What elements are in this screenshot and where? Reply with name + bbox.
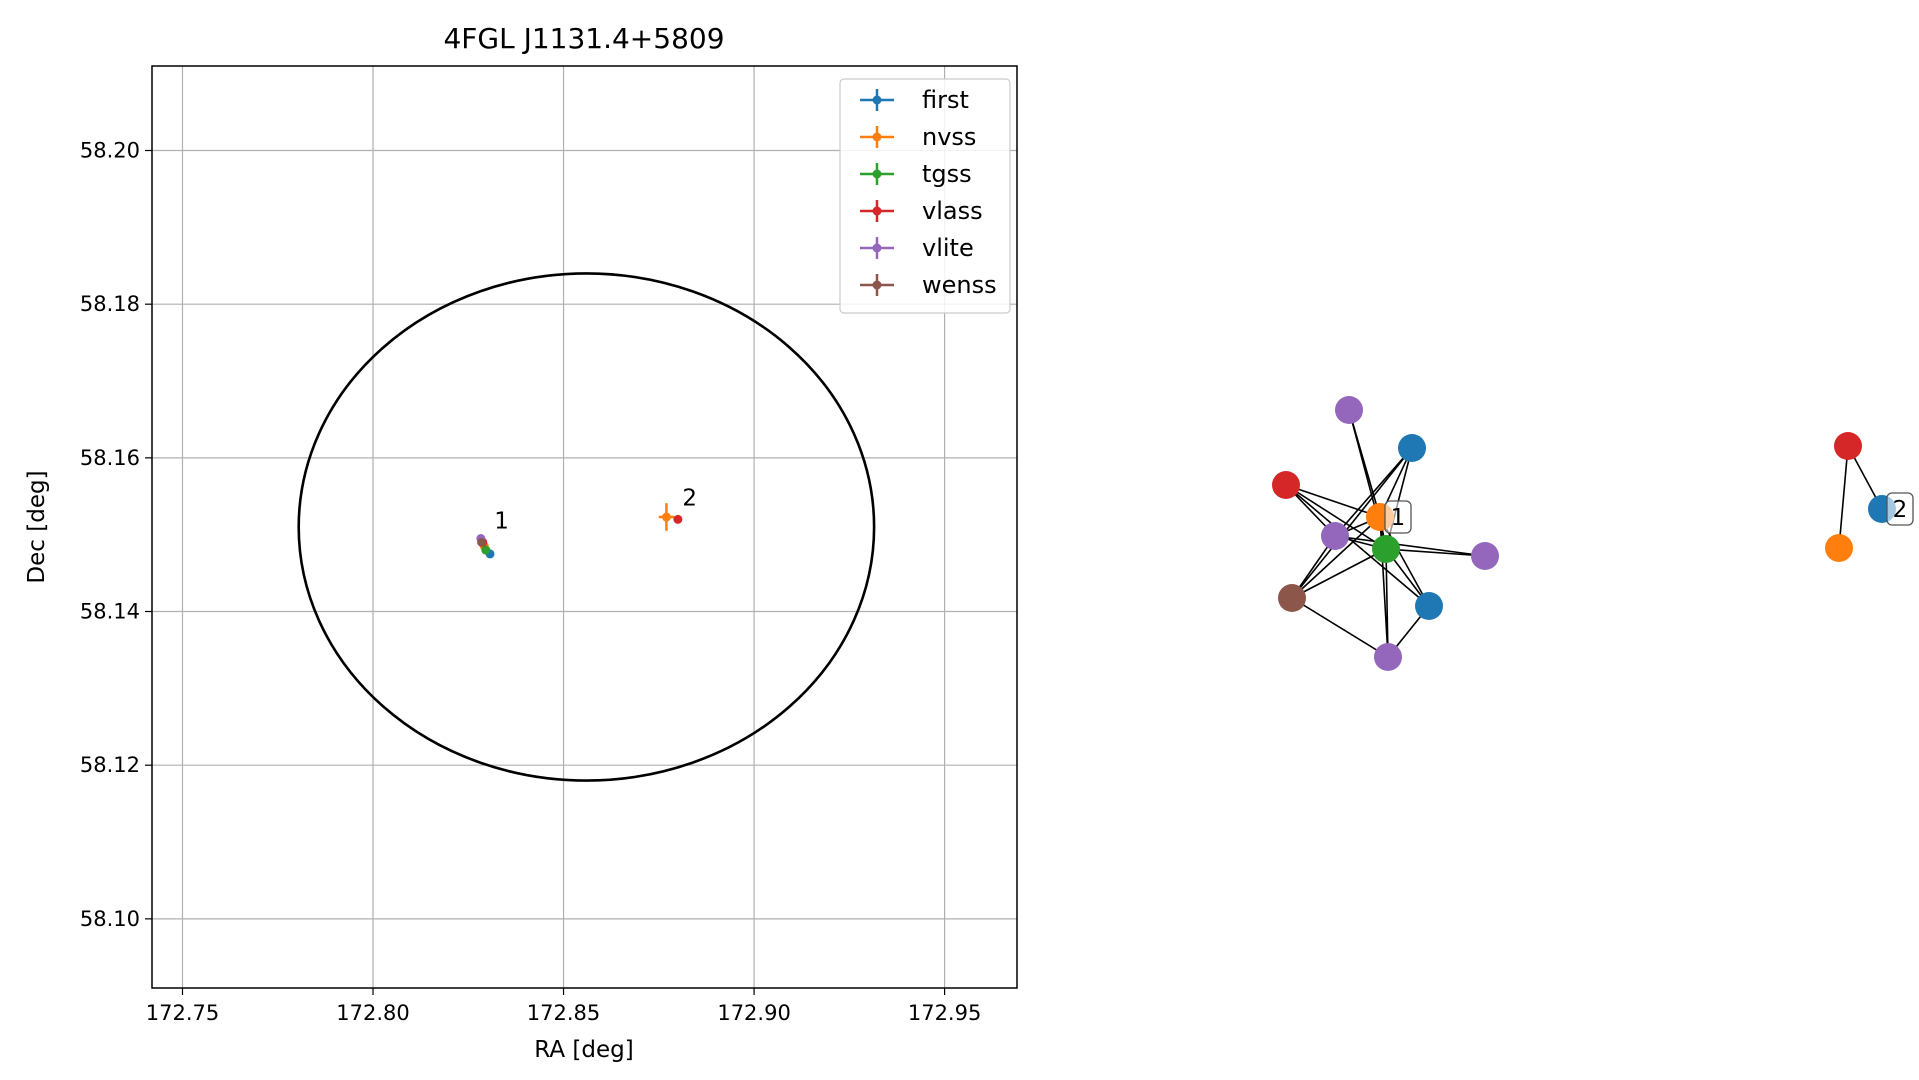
node-label-box xyxy=(1384,500,1412,534)
y-tick-label: 58.18 xyxy=(80,292,140,316)
x-axis-label: RA [deg] xyxy=(534,1037,633,1063)
legend-label: wenss xyxy=(922,271,997,299)
localization-ellipse xyxy=(297,272,876,782)
graph-edges xyxy=(1285,409,1883,658)
graph-edge xyxy=(1285,484,1430,607)
graph-edge xyxy=(1385,548,1389,658)
legend-entry-first: first xyxy=(860,86,969,114)
graph-edge xyxy=(1334,535,1486,557)
legend-label: vlass xyxy=(922,197,983,225)
legend: first nvss tgss vlass vlite wenss xyxy=(839,78,1011,314)
legend-entry-nvss: nvss xyxy=(860,123,976,151)
graph-node xyxy=(1398,434,1426,462)
graph-edge xyxy=(1385,548,1486,557)
graph-node xyxy=(1335,396,1363,424)
graph-edge xyxy=(1291,516,1381,599)
legend-label: vlite xyxy=(922,234,974,262)
legend-label: tgss xyxy=(922,160,972,188)
graph-node xyxy=(1834,432,1862,460)
cluster-annotation: 2 xyxy=(682,485,697,511)
legend-entry-tgss: tgss xyxy=(860,160,972,188)
x-tick-label: 172.90 xyxy=(717,1001,790,1025)
graph-edge xyxy=(1285,484,1387,550)
legend-label: nvss xyxy=(922,123,976,151)
point-vlass xyxy=(673,514,683,524)
graph-node xyxy=(1372,535,1400,563)
graph-edge xyxy=(1838,445,1849,549)
chart-title: 4FGL J1131.4+5809 xyxy=(443,22,724,55)
legend-entry-wenss: wenss xyxy=(860,271,997,299)
localization-ellipse-path xyxy=(297,272,876,782)
graph-edge xyxy=(1291,548,1387,599)
legend-label: first xyxy=(922,86,969,114)
y-tick-label: 58.14 xyxy=(80,600,140,624)
x-tick-label: 172.75 xyxy=(146,1001,219,1025)
y-tick-label: 58.10 xyxy=(80,907,140,931)
graph-edge xyxy=(1291,447,1413,599)
x-tick-label: 172.85 xyxy=(527,1001,600,1025)
data-points xyxy=(476,503,683,559)
graph-node xyxy=(1825,534,1853,562)
point-wenss xyxy=(477,537,487,547)
point-tgss xyxy=(481,545,491,555)
x-tick-label: 172.80 xyxy=(336,1001,409,1025)
graph-edge xyxy=(1291,597,1389,658)
cluster-annotation: 1 xyxy=(494,509,509,535)
graph-node xyxy=(1374,643,1402,671)
scatter-panel: 12 172.75 172.80 172.85 172.90 172.95 58.105… xyxy=(24,22,1018,1063)
legend-entry-vlass: vlass xyxy=(860,197,983,225)
graph-node xyxy=(1278,584,1306,612)
axes-frame xyxy=(151,65,1018,989)
y-axis-label: Dec [deg] xyxy=(24,470,50,583)
graph-node xyxy=(1471,542,1499,570)
y-tick-label: 58.12 xyxy=(80,753,140,777)
x-axis-ticks: 172.75 172.80 172.85 172.90 172.95 xyxy=(146,988,981,1025)
graph-nodes xyxy=(1272,396,1896,671)
graph-node xyxy=(1415,592,1443,620)
y-axis-ticks: 58.10 58.12 58.14 58.16 58.18 58.20 xyxy=(80,139,152,931)
graph-edge xyxy=(1285,484,1381,518)
graph-edge xyxy=(1334,447,1413,537)
y-tick-label: 58.20 xyxy=(80,139,140,163)
node-label: 1 xyxy=(1391,505,1406,531)
point-nvss xyxy=(658,503,675,531)
graph-node xyxy=(1272,471,1300,499)
graph-node xyxy=(1321,522,1349,550)
y-tick-label: 58.16 xyxy=(80,446,140,470)
node-label: 2 xyxy=(1893,497,1908,523)
annotations: 12 xyxy=(494,485,697,534)
x-tick-label: 172.95 xyxy=(908,1001,981,1025)
legend-entry-vlite: vlite xyxy=(860,234,974,262)
node-label-box xyxy=(1886,492,1914,526)
